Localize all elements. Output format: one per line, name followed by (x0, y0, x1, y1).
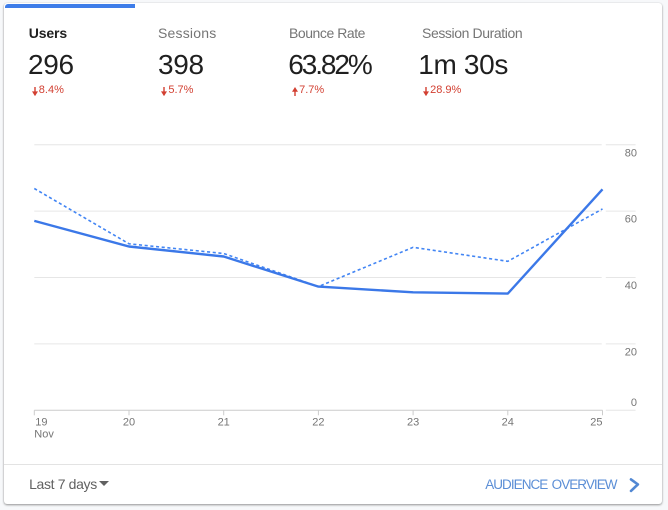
svg-text:22: 22 (312, 416, 324, 428)
svg-text:0: 0 (631, 397, 637, 409)
svg-text:21: 21 (218, 416, 230, 428)
svg-text:40: 40 (625, 280, 637, 292)
svg-text:25: 25 (590, 416, 602, 428)
svg-text:20: 20 (625, 347, 637, 359)
svg-text:19: 19 (35, 416, 47, 428)
svg-text:20: 20 (123, 416, 135, 428)
svg-text:24: 24 (502, 416, 514, 428)
svg-text:Nov: Nov (34, 429, 54, 441)
svg-text:23: 23 (407, 416, 419, 428)
svg-text:80: 80 (625, 147, 637, 159)
svg-text:60: 60 (625, 214, 637, 226)
